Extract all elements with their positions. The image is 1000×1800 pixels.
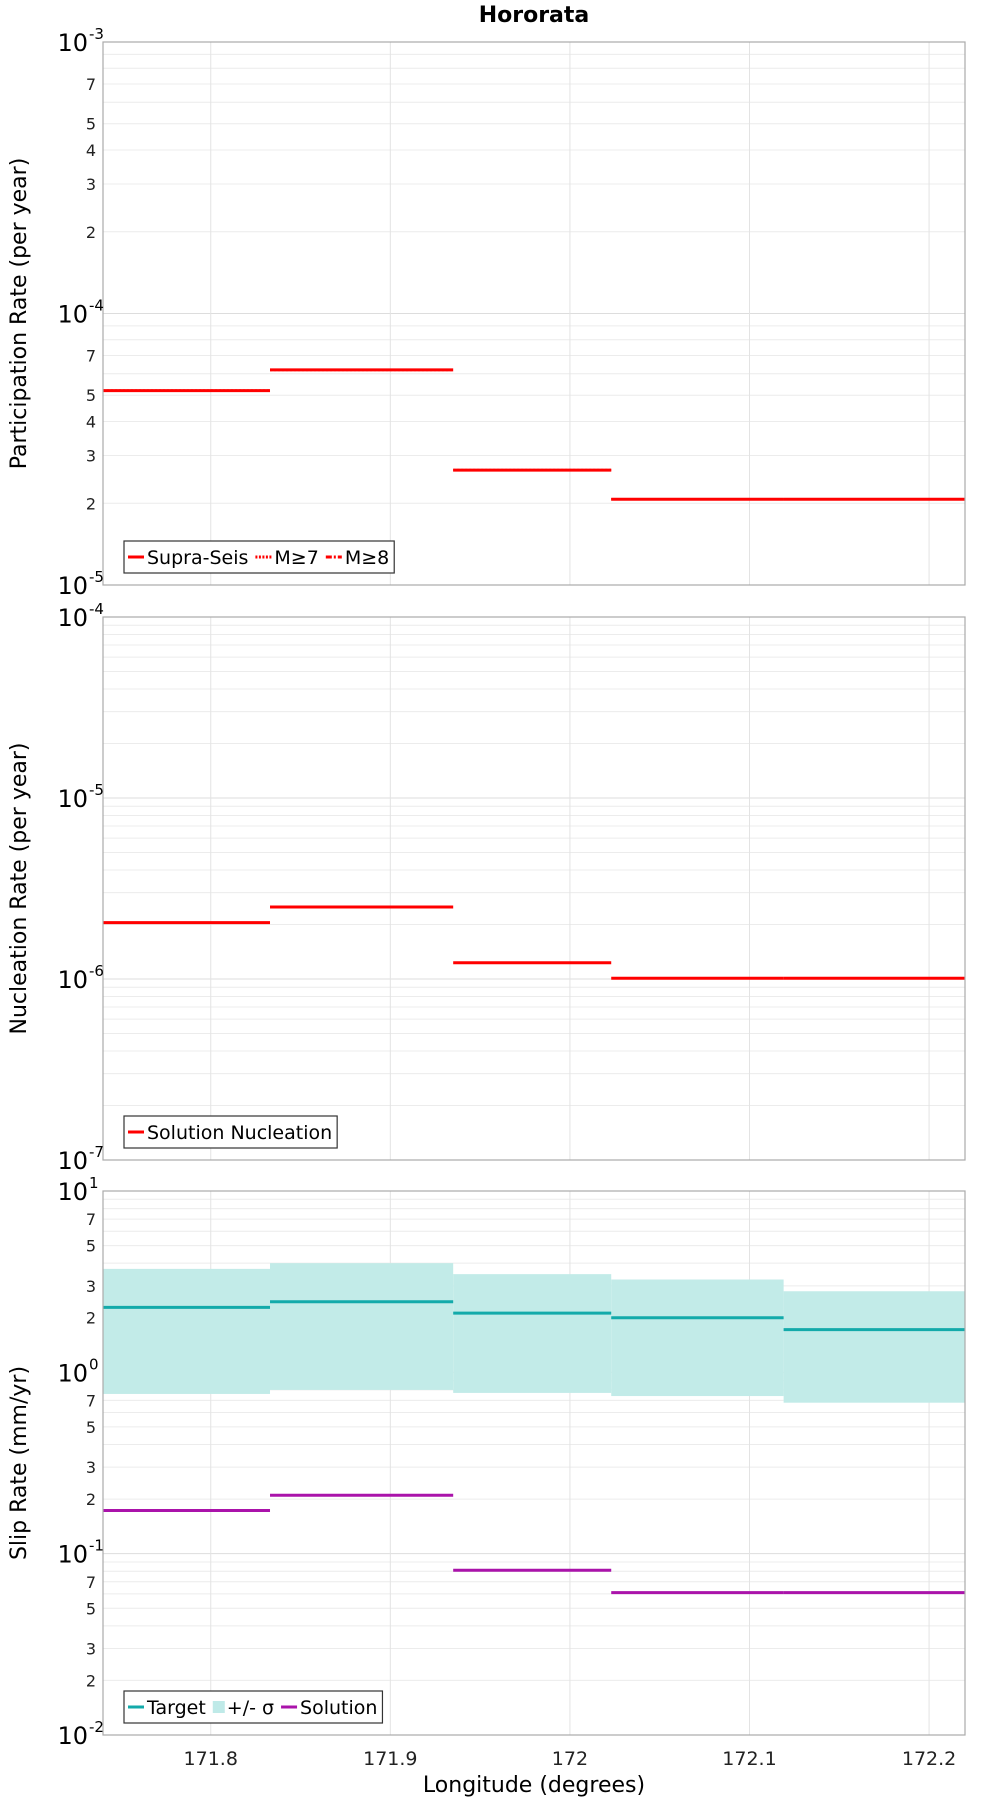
chart-title: Hororata bbox=[479, 3, 590, 28]
y-tick-exponent: -4 bbox=[89, 297, 104, 315]
y-minor-tick-label: 4 bbox=[86, 413, 96, 432]
legend: Supra-Seis M≥7 M≥8 bbox=[123, 540, 395, 574]
y-major-tick-label: 10 bbox=[57, 1722, 88, 1750]
legend-item-m-7-label: M≥7 bbox=[274, 547, 318, 569]
y-tick-exponent: -3 bbox=[89, 25, 104, 43]
legend-item-solution-nucleation-label: Solution Nucleation bbox=[147, 1122, 332, 1144]
y-axis-label: Nucleation Rate (per year) bbox=[7, 743, 32, 1035]
y-minor-tick-label: 7 bbox=[86, 347, 96, 366]
y-minor-tick-label: 5 bbox=[86, 115, 96, 134]
y-major-tick-label: 10 bbox=[57, 29, 88, 57]
y-minor-tick-label: 5 bbox=[86, 1418, 96, 1437]
y-minor-tick-label: 2 bbox=[86, 494, 96, 513]
y-major-tick-label: 10 bbox=[57, 1541, 88, 1569]
y-tick-exponent: -1 bbox=[89, 1537, 104, 1555]
y-axis-label: Slip Rate (mm/yr) bbox=[7, 1366, 32, 1560]
legend-item-supra-seis-label: Supra-Seis bbox=[147, 547, 248, 569]
y-minor-tick-label: 2 bbox=[86, 1490, 96, 1509]
y-tick-exponent: -6 bbox=[89, 962, 104, 980]
y-major-tick-label: 10 bbox=[57, 572, 88, 600]
y-minor-tick-label: 4 bbox=[86, 141, 96, 160]
band-segment bbox=[611, 1279, 784, 1397]
y-tick-exponent: -2 bbox=[89, 1718, 104, 1736]
y-minor-tick-label: 3 bbox=[86, 446, 96, 465]
y-minor-tick-label: 3 bbox=[86, 1458, 96, 1477]
y-tick-exponent: 1 bbox=[89, 1174, 99, 1192]
y-major-tick-label: 10 bbox=[57, 604, 88, 632]
y-minor-tick-label: 3 bbox=[86, 175, 96, 194]
band-segment bbox=[453, 1274, 612, 1393]
y-major-tick-label: 10 bbox=[57, 1359, 88, 1387]
legend-item--swatch bbox=[212, 1701, 225, 1713]
legend-item--label: +/- σ bbox=[227, 1697, 274, 1719]
y-major-tick-label: 10 bbox=[57, 1178, 88, 1206]
legend-box bbox=[123, 1115, 338, 1149]
y-minor-tick-label: 7 bbox=[86, 1573, 96, 1592]
x-axis-label: Longitude (degrees) bbox=[423, 1773, 645, 1798]
y-minor-tick-label: 2 bbox=[86, 223, 96, 242]
y-tick-exponent: -5 bbox=[89, 568, 104, 586]
plot-frame bbox=[102, 616, 966, 1161]
plot-frame bbox=[102, 1190, 966, 1736]
y-major-tick-label: 10 bbox=[57, 785, 88, 813]
y-minor-tick-label: 2 bbox=[86, 1671, 96, 1690]
legend-box bbox=[123, 1690, 384, 1724]
y-minor-tick-label: 3 bbox=[86, 1277, 96, 1296]
y-axis-label: Participation Rate (per year) bbox=[7, 158, 32, 470]
legend-item-solution-label: Solution bbox=[300, 1697, 377, 1719]
x-tick-label: 171.8 bbox=[184, 1748, 238, 1770]
band-segment bbox=[783, 1291, 965, 1403]
x-tick-label: 172.2 bbox=[902, 1748, 956, 1770]
plot-frame bbox=[102, 41, 966, 586]
y-tick-exponent: 0 bbox=[89, 1355, 99, 1373]
x-tick-label: 172 bbox=[552, 1748, 588, 1770]
y-tick-exponent: -7 bbox=[89, 1143, 104, 1161]
y-minor-tick-label: 3 bbox=[86, 1639, 96, 1658]
y-minor-tick-label: 7 bbox=[86, 75, 96, 94]
y-minor-tick-label: 7 bbox=[86, 1391, 96, 1410]
legend: Target +/- σ Solution bbox=[123, 1690, 384, 1724]
x-tick-label: 171.9 bbox=[363, 1748, 417, 1770]
legend: Solution Nucleation bbox=[123, 1115, 338, 1149]
legend-item-target-label: Target bbox=[146, 1697, 206, 1719]
y-major-tick-label: 10 bbox=[57, 1147, 88, 1175]
y-major-tick-label: 10 bbox=[57, 301, 88, 329]
y-minor-tick-label: 2 bbox=[86, 1309, 96, 1328]
plot-area bbox=[103, 617, 965, 1160]
y-minor-tick-label: 7 bbox=[86, 1210, 96, 1229]
y-minor-tick-label: 5 bbox=[86, 1237, 96, 1256]
y-minor-tick-label: 5 bbox=[86, 386, 96, 405]
y-minor-tick-label: 5 bbox=[86, 1599, 96, 1618]
band-segment bbox=[270, 1263, 454, 1390]
legend-item-m-8-label: M≥8 bbox=[345, 547, 389, 569]
y-major-tick-label: 10 bbox=[57, 966, 88, 994]
y-tick-exponent: -4 bbox=[89, 600, 104, 618]
band-segment bbox=[103, 1268, 271, 1394]
x-tick-label: 172.1 bbox=[722, 1748, 776, 1770]
y-tick-exponent: -5 bbox=[89, 781, 104, 799]
